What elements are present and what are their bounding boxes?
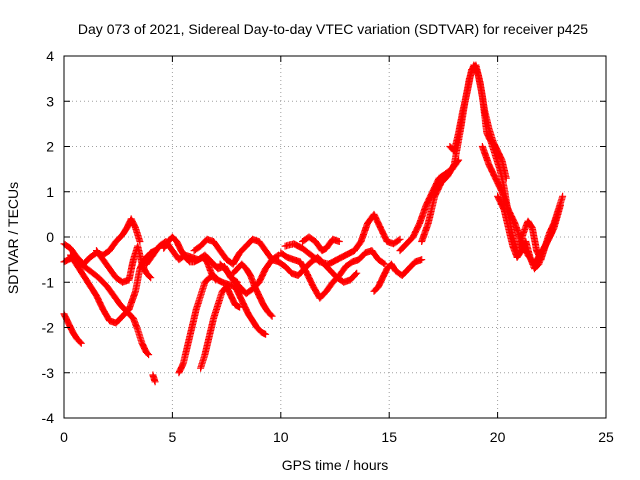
data-point-markers xyxy=(190,235,276,268)
y-tick-label: 0 xyxy=(46,229,54,245)
x-tick-label: 25 xyxy=(598,429,614,445)
y-tick-label: -1 xyxy=(42,274,55,290)
x-axis-label: GPS time / hours xyxy=(282,457,389,473)
axis-layer: 0 5 10 15 20 25 -4 -3 -2 -1 0 1 2 3 4 xyxy=(42,48,614,445)
x-tick-label: 10 xyxy=(273,429,289,445)
data-point-markers xyxy=(197,283,244,372)
series-arc-17 xyxy=(281,210,404,268)
data-point-markers xyxy=(277,247,389,302)
data-point-markers xyxy=(60,253,153,359)
data-point-markers xyxy=(515,192,567,264)
y-tick-label: -2 xyxy=(42,320,55,336)
data-point-markers xyxy=(175,272,246,377)
x-tick-label: 5 xyxy=(169,429,177,445)
y-tick-label: 4 xyxy=(46,48,54,64)
series-arc-3 xyxy=(60,253,153,359)
x-tick-label: 0 xyxy=(60,429,68,445)
y-axis-label: SDTVAR / TECUs xyxy=(5,182,21,294)
x-tick-label: 15 xyxy=(381,429,397,445)
data-point-markers xyxy=(229,260,276,320)
chart-title: Day 073 of 2021, Sidereal Day-to-day VTE… xyxy=(78,21,588,37)
y-tick-label: -3 xyxy=(42,365,55,381)
y-tick-label: -4 xyxy=(42,410,55,426)
series-arc-10 xyxy=(190,235,276,268)
series-arc-9 xyxy=(175,272,246,377)
data-point-markers xyxy=(370,256,426,295)
series-arc-16 xyxy=(277,247,389,302)
data-layer xyxy=(60,61,567,386)
data-point-markers xyxy=(281,210,404,268)
series-arc-18 xyxy=(299,233,343,255)
data-point-markers xyxy=(446,61,510,182)
data-point-markers xyxy=(93,242,155,286)
x-tick-label: 20 xyxy=(490,429,506,445)
data-point-markers xyxy=(299,233,343,255)
data-point-markers xyxy=(231,283,270,338)
data-point-markers xyxy=(149,371,159,386)
series-arc-11 xyxy=(197,283,244,372)
series-arc-25 xyxy=(515,192,567,264)
series-arc-22 xyxy=(446,61,510,182)
y-tick-label: 1 xyxy=(46,184,54,200)
y-tick-label: 2 xyxy=(46,139,54,155)
series-arc-5 xyxy=(93,242,155,286)
series-arc-19 xyxy=(370,256,426,295)
series-arc-6 xyxy=(149,371,159,386)
y-tick-label: 3 xyxy=(46,93,54,109)
series-arc-14 xyxy=(231,283,270,338)
series-arc-13 xyxy=(229,260,276,320)
